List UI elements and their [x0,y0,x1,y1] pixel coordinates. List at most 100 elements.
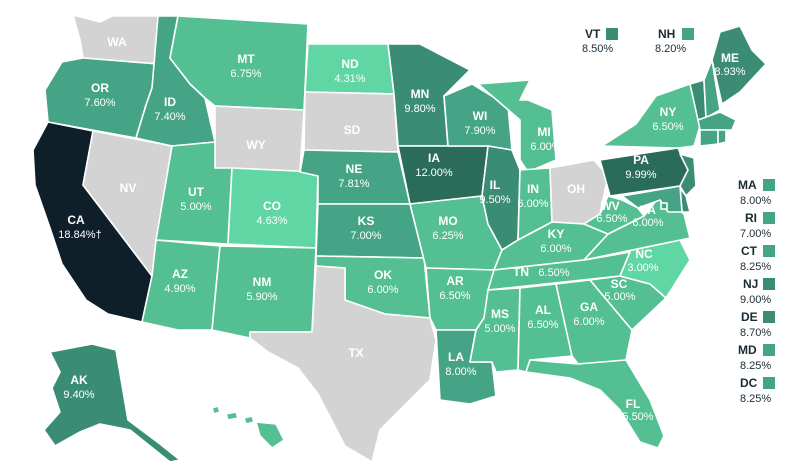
callout-dc-swatch[interactable] [763,377,775,389]
callout-md-abbr: MD [738,343,757,357]
state-fl[interactable] [525,359,665,449]
label-ca-abbr: CA [67,213,85,227]
state-ma[interactable] [697,111,737,131]
label-mn-abbr: MN [411,87,430,101]
label-ak-abbr: AK [70,373,88,387]
callout-ct-abbr: CT [741,244,758,258]
callout-de-rate: 8.70% [740,327,771,339]
label-il-rate: 9.50% [479,194,510,206]
states-layer [32,14,767,463]
callout-dc-rate: 8.25% [740,393,771,405]
label-ok-rate: 6.00% [367,284,398,296]
callout-ri-abbr: RI [745,211,757,225]
state-mt[interactable] [169,15,309,111]
label-ia-rate: 12.00% [415,167,453,179]
label-in-abbr: IN [527,182,539,196]
label-tx-abbr: TX [348,346,363,360]
label-mt-rate: 6.75% [230,68,261,80]
callout-nj-swatch[interactable] [763,278,775,290]
label-hi-rate: 6.40% [225,450,256,462]
label-mo-abbr: MO [438,214,457,228]
state-tx[interactable] [249,265,437,463]
label-fl-abbr: FL [626,397,641,411]
state-ri[interactable] [717,129,727,145]
label-ne-abbr: NE [346,162,363,176]
label-id-abbr: ID [164,95,176,109]
label-il-abbr: IL [490,178,501,192]
label-mt-abbr: MT [237,52,255,66]
state-hi[interactable] [211,405,285,449]
label-hi-abbr: HI [235,434,247,448]
callout-nh-swatch[interactable] [682,28,694,40]
label-va-abbr: VA [640,203,656,217]
label-wv-abbr: WV [600,199,619,213]
small-state-callouts: VT 8.50% NH 8.20% MA 8.00% RI 7.00% CT 8… [582,27,775,405]
callout-ma-swatch[interactable] [763,179,775,191]
state-mi[interactable] [477,79,557,173]
label-co-abbr: CO [263,199,281,213]
label-me-rate: 8.93% [714,66,745,78]
label-nd-rate: 4.31% [334,73,365,85]
label-nc-abbr: NC [635,247,653,261]
label-tn-rate: 6.50% [538,267,569,279]
callout-dc-abbr: DC [740,376,758,390]
label-wi-abbr: WI [473,109,488,123]
label-ks-rate: 7.00% [350,230,381,242]
label-me-abbr: ME [721,51,739,65]
callout-nj-abbr: NJ [743,277,758,291]
state-wv[interactable] [583,195,645,235]
label-ar-abbr: AR [446,274,464,288]
label-va-rate: 6.00% [632,217,663,229]
state-me[interactable] [711,25,767,105]
label-ut-rate: 5.00% [180,201,211,213]
state-sd[interactable] [303,91,399,153]
callout-vt-rate: 8.50% [582,43,613,55]
callout-de-swatch[interactable] [763,311,775,323]
callout-nh-rate: 8.20% [655,43,686,55]
label-or-rate: 7.60% [84,97,115,109]
callout-nj-rate: 9.00% [740,294,771,306]
callout-ma-abbr: MA [738,178,757,192]
callout-md-swatch[interactable] [763,344,775,356]
label-az-abbr: AZ [172,267,188,281]
state-nh[interactable] [703,59,721,119]
label-nv-abbr: NV [120,181,137,195]
label-ne-rate: 7.81% [338,178,369,190]
label-ny-rate: 6.50% [652,121,683,133]
label-nd-abbr: ND [341,57,359,71]
label-mo-rate: 6.25% [432,230,463,242]
label-pa-abbr: PA [633,153,649,167]
label-sd-abbr: SD [344,123,361,137]
callout-nh-abbr: NH [658,27,675,41]
callout-vt-swatch[interactable] [606,28,618,40]
state-ak[interactable] [43,343,181,463]
label-ut-abbr: UT [188,185,205,199]
label-fl-rate: 5.50% [622,411,653,423]
callout-md-rate: 8.25% [740,360,771,372]
label-ga-abbr: GA [580,300,598,314]
callout-vt-abbr: VT [585,27,601,41]
label-ks-abbr: KS [358,214,375,228]
state-ct[interactable] [699,129,719,147]
label-ar-rate: 6.50% [439,290,470,302]
label-az-rate: 4.90% [164,283,195,295]
callout-ri-swatch[interactable] [763,212,775,224]
callout-de-abbr: DE [741,310,758,324]
label-la-rate: 8.00% [445,366,476,378]
callout-ct-swatch[interactable] [763,245,775,257]
label-ms-abbr: MS [491,307,509,321]
callout-ct-rate: 8.25% [740,261,771,273]
label-mi-abbr: MI [537,125,550,139]
label-ok-abbr: OK [374,268,392,282]
label-co-rate: 4.63% [256,215,287,227]
label-ak-rate: 9.40% [63,389,94,401]
label-oh-abbr: OH [567,182,585,196]
labels-layer: WA OR 7.60% CA 18.84%† NV ID 7.40% MT 6.… [58,35,746,462]
state-ny[interactable] [601,83,701,149]
label-tn-abbr: TN [513,265,529,279]
state-dc[interactable] [660,202,668,210]
label-nm-abbr: NM [253,275,272,289]
label-wy-abbr: WY [246,138,265,152]
label-ga-rate: 6.00% [573,316,604,328]
